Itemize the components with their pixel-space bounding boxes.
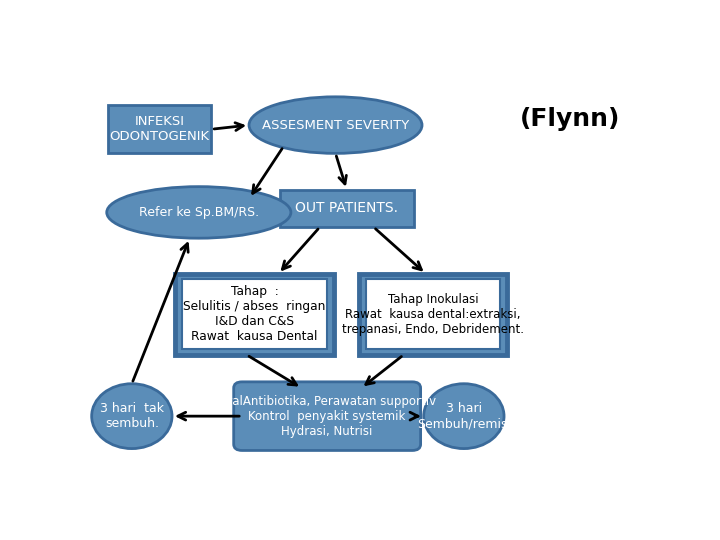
Text: (Flynn): (Flynn) [520, 107, 620, 131]
FancyBboxPatch shape [359, 274, 507, 355]
FancyBboxPatch shape [108, 105, 212, 153]
FancyBboxPatch shape [234, 382, 420, 450]
FancyBboxPatch shape [175, 274, 334, 355]
Text: Tahap  :
Selulitis / abses  ringan
I&D dan C&S
Rawat  kausa Dental: Tahap : Selulitis / abses ringan I&D dan… [184, 285, 325, 343]
Text: ASSESMENT SEVERITY: ASSESMENT SEVERITY [262, 119, 409, 132]
Text: Tahap Inokulasi
Rawat  kausa dental:extraksi,
trepanasi, Endo, Debridement.: Tahap Inokulasi Rawat kausa dental:extra… [342, 293, 524, 336]
Ellipse shape [423, 384, 504, 449]
FancyBboxPatch shape [366, 279, 500, 349]
Ellipse shape [249, 97, 422, 153]
Text: 3 hari
Sembuh/remisi: 3 hari Sembuh/remisi [417, 402, 511, 430]
FancyBboxPatch shape [280, 190, 414, 227]
Ellipse shape [107, 187, 291, 238]
Text: OralAntibiotika, Perawatan supportiv
Kontrol  penyakit systemik
Hydrasi, Nutrisi: OralAntibiotika, Perawatan supportiv Kon… [218, 395, 436, 437]
Text: OUT PATIENTS.: OUT PATIENTS. [295, 201, 398, 215]
FancyBboxPatch shape [182, 279, 327, 349]
Text: INFEKSI
ODONTOGENIK: INFEKSI ODONTOGENIK [109, 115, 210, 143]
Text: Refer ke Sp.BM/RS.: Refer ke Sp.BM/RS. [139, 206, 259, 219]
Text: 3 hari  tak
sembuh.: 3 hari tak sembuh. [100, 402, 164, 430]
Ellipse shape [91, 384, 172, 449]
